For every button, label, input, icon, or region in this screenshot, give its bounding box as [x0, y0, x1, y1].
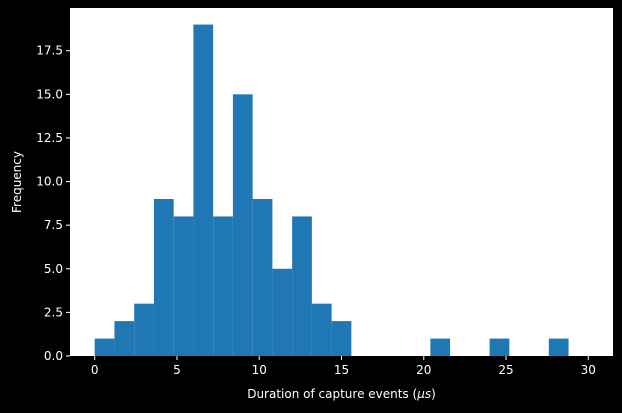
x-tick-label: 30	[581, 363, 596, 377]
y-tick-label: 0.0	[44, 349, 63, 363]
histogram-bar	[153, 199, 174, 356]
y-tick-label: 5.0	[44, 262, 63, 276]
x-tick-label: 10	[252, 363, 267, 377]
x-tick-label: 5	[173, 363, 181, 377]
x-tick-label: 0	[91, 363, 99, 377]
y-axis-ticks: 0.0 2.5 5.0 7.5 10.0 12.5 15.0 17.5	[36, 44, 70, 363]
x-tick-label: 25	[498, 363, 513, 377]
histogram-bar	[94, 338, 115, 356]
histogram-bar	[548, 338, 569, 356]
y-tick-label: 2.5	[44, 305, 63, 319]
x-axis-label-prefix: Duration of capture events (	[247, 387, 417, 401]
x-axis-label-suffix: )	[431, 387, 436, 401]
histogram-bar	[213, 216, 233, 356]
histogram-bar	[173, 216, 194, 356]
x-axis-label: Duration of capture events (μs)	[247, 387, 436, 401]
histogram-bar	[272, 268, 293, 356]
y-axis-label: Frequency	[10, 151, 24, 213]
histogram-bar	[311, 303, 332, 356]
histogram-bar	[134, 303, 154, 356]
histogram-bar	[114, 321, 135, 356]
histogram-bar	[489, 338, 510, 356]
y-tick-label: 10.0	[36, 175, 63, 189]
y-tick-label: 12.5	[36, 131, 63, 145]
histogram-bar	[430, 338, 451, 356]
histogram-bar	[331, 321, 352, 356]
y-tick-label: 7.5	[44, 218, 63, 232]
histogram-bars	[94, 24, 569, 357]
y-tick-label: 15.0	[36, 87, 63, 101]
histogram-bar	[232, 94, 253, 357]
y-tick-label: 17.5	[36, 44, 63, 58]
x-axis-label-unit: μs	[416, 387, 431, 401]
x-axis-ticks: 0 5 10 15 20 25 30	[91, 356, 596, 377]
x-tick-label: 15	[334, 363, 349, 377]
histogram-bar	[252, 199, 273, 356]
histogram-bar	[292, 216, 312, 356]
histogram-bar	[193, 24, 214, 356]
x-tick-label: 20	[416, 363, 431, 377]
